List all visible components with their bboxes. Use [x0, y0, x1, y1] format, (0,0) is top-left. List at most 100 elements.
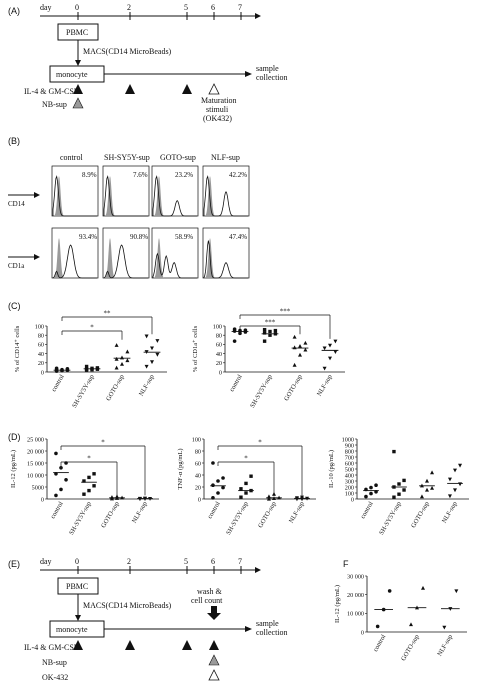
sample-collection-e-2: collection: [256, 628, 288, 637]
panel-e-day-5: 5: [184, 557, 188, 566]
panel-a-day-7: 7: [238, 3, 242, 12]
y-tick-label: 60: [195, 460, 201, 467]
data-point: [221, 485, 225, 490]
macs-label: MACS(CD14 MicroBeads): [83, 47, 172, 56]
y-tick-label: 80: [195, 448, 201, 455]
x-tick-label: GOTO-sup: [100, 501, 121, 530]
x-tick-label: SH-SY5Y-sup: [71, 374, 96, 410]
y-tick-label: 900: [345, 442, 354, 449]
data-point: [268, 333, 272, 337]
data-point: [54, 366, 59, 371]
data-point: [447, 494, 452, 499]
y-tick-label: 10 000: [347, 611, 364, 618]
facs-cd14-goto-value: 23.2%: [175, 171, 193, 179]
panel-e-label: (E): [8, 559, 20, 569]
data-point: [216, 491, 220, 495]
y-tick-label: 20: [216, 360, 222, 367]
sample-collection-label-2: collection: [256, 73, 288, 82]
data-point: [374, 483, 378, 488]
panel-c: (C) 0 20 40 60 80 100 % of CD14⁺ cells control S…: [8, 301, 345, 409]
data-point: [150, 346, 154, 351]
pbmc-label: PBMC: [66, 28, 88, 37]
data-point: [150, 360, 154, 365]
x-tick-label: control: [372, 633, 387, 653]
x-tick-label: control: [49, 500, 64, 520]
x-tick-label: GOTO-sup: [400, 634, 421, 663]
panel-e-day-word: day: [40, 557, 52, 566]
wash-label-1: wash &: [197, 587, 222, 596]
data-point: [381, 607, 386, 612]
y-tick-label: 0: [219, 369, 222, 376]
panel-a-day-5: 5: [184, 3, 188, 12]
data-point: [82, 492, 86, 496]
data-point: [84, 364, 89, 369]
sig-label: *: [258, 439, 262, 447]
y-tick-label: 15 000: [27, 460, 44, 467]
sig-label: *: [87, 455, 91, 463]
data-point: [421, 585, 425, 590]
data-point: [64, 478, 68, 482]
panel-a-day-ticks: [77, 12, 242, 20]
y-tick-label: 80: [38, 333, 44, 340]
y-tick-label: 20: [38, 360, 44, 367]
sig-label: ***: [280, 308, 291, 316]
data-point: [425, 487, 429, 492]
data-point: [430, 486, 435, 490]
panel-a-day-word: day: [40, 3, 52, 12]
data-point: [120, 361, 124, 366]
data-point: [262, 339, 267, 343]
il4-marker-e-day5: [182, 640, 192, 650]
data-point: [409, 622, 413, 627]
y-tick-label: 400: [345, 472, 354, 479]
data-point: [232, 327, 237, 332]
il4-marker-day0: [73, 84, 83, 94]
panel-a-day-0: 0: [75, 3, 79, 12]
y-tick-label: 20 000: [347, 592, 364, 599]
facs-col-control: control: [60, 153, 83, 162]
maturation-marker: [208, 83, 220, 95]
x-tick-label: NLF-sup: [288, 501, 306, 525]
panel-e-day-0: 0: [75, 557, 79, 566]
y-tick-label: 25 000: [27, 436, 44, 443]
data-point: [143, 496, 147, 501]
facs-sample-curve: [103, 175, 148, 217]
data-point: [402, 488, 406, 492]
x-tick-label: control: [228, 373, 243, 393]
y-tick-label: 0: [351, 496, 354, 503]
data-point: [322, 346, 327, 351]
data-point: [249, 474, 253, 478]
data-point: [87, 488, 91, 493]
data-point: [364, 494, 368, 499]
data-point: [90, 366, 94, 371]
il4-marker-e-day2: [125, 640, 135, 650]
data-point: [300, 495, 304, 500]
data-point: [87, 475, 91, 480]
data-point: [322, 366, 327, 371]
ok432-label-e: OK-432: [42, 673, 68, 682]
macs-label-e: MACS(CD14 MicroBeads): [83, 601, 172, 610]
x-tick-label: SH-SY5Y-sup: [378, 501, 403, 537]
y-axis-label: IL-10 (pg/mL): [328, 450, 335, 488]
data-point: [60, 367, 64, 372]
facs-cd14-nlf-value: 42.2%: [229, 171, 247, 179]
y-axis-label: IL-12 (pg/mL): [10, 450, 17, 488]
data-point: [232, 339, 237, 343]
data-point: [95, 366, 100, 370]
sig-label: *: [90, 324, 94, 332]
sig-label: *: [101, 439, 105, 447]
data-point: [125, 358, 130, 363]
maturation-label-2: stimuli: [206, 105, 229, 114]
data-point: [82, 479, 86, 483]
data-point: [333, 350, 338, 354]
y-tick-label: 40: [38, 351, 44, 358]
nbsup-label-e: NB-sup: [42, 658, 67, 667]
monocyte-label: monocyte: [56, 70, 88, 79]
facs-isotype-fill: [154, 238, 164, 278]
maturation-label-1: Maturation: [201, 96, 237, 105]
facs-sample-curve: [152, 252, 197, 279]
data-point: [244, 481, 248, 486]
y-tick-label: 40: [216, 351, 222, 358]
chart-cd1a: 0 20 40 60 80 100 % of CD1a⁺ cells control SH-SY…: [192, 308, 345, 409]
data-point: [333, 339, 338, 344]
